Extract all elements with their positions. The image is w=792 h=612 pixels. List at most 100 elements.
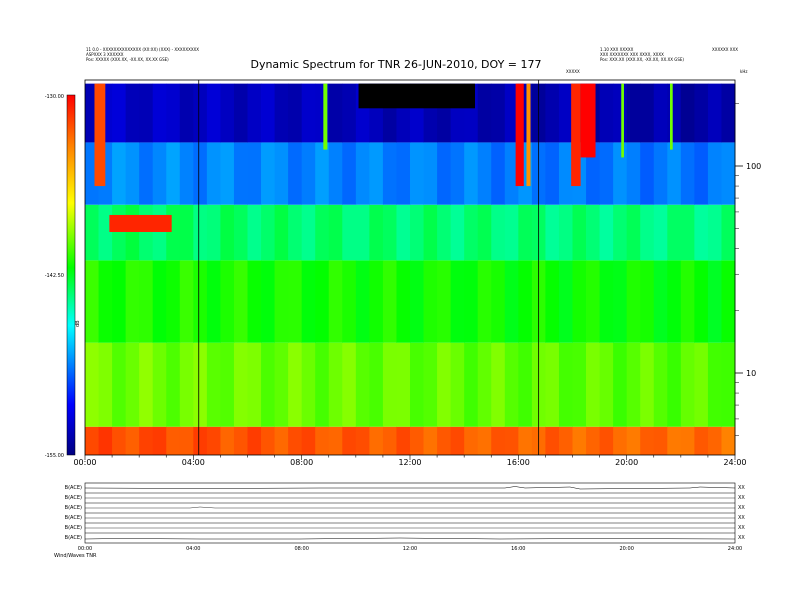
spectrogram-cell bbox=[599, 142, 614, 205]
header-right: 1.10 XXX XXXXX XXX XXXXXXX XXX XXXX, XXX… bbox=[600, 47, 684, 62]
spectrogram-cell bbox=[707, 204, 722, 261]
spectrogram-cell bbox=[545, 260, 560, 343]
spectrogram-cell bbox=[721, 342, 736, 427]
spectrogram-cell bbox=[342, 342, 357, 427]
spectrogram-cell bbox=[437, 260, 452, 343]
spectrogram-cell bbox=[301, 342, 316, 427]
spectrogram-cell bbox=[464, 342, 479, 427]
bottom-right-label: XX bbox=[738, 535, 745, 541]
spectrogram-cell bbox=[125, 260, 140, 343]
spectrogram-cell bbox=[112, 204, 127, 261]
bottom-trace bbox=[85, 506, 735, 509]
bottom-time-label: 24:00 bbox=[728, 546, 742, 552]
spectrogram-cell bbox=[98, 342, 113, 427]
spectrogram-cell bbox=[477, 142, 492, 205]
spectrogram-cell bbox=[504, 426, 519, 455]
spectrogram-cell bbox=[599, 342, 614, 427]
spectrogram-burst bbox=[109, 214, 172, 232]
spectrogram-cell bbox=[125, 142, 140, 205]
spectrogram-cell bbox=[558, 426, 573, 455]
spectrogram-cell bbox=[139, 342, 154, 427]
spectrogram-cell bbox=[193, 342, 208, 427]
spectrogram-dark-region bbox=[358, 83, 475, 109]
header-left-line: ASPXXX 3 XXXXXX bbox=[86, 52, 124, 57]
spectrogram-cell bbox=[152, 142, 167, 205]
spectrogram-cell bbox=[396, 426, 411, 455]
spectrogram-cell bbox=[233, 204, 248, 261]
spectrogram-cell bbox=[640, 426, 655, 455]
spectrogram-cell bbox=[464, 142, 479, 205]
spectrogram-cell bbox=[301, 260, 316, 343]
bottom-time-label: 16:00 bbox=[511, 546, 525, 552]
spectrogram-cell bbox=[179, 426, 194, 455]
spectrogram-cell bbox=[220, 426, 235, 455]
spectrogram-cell bbox=[504, 83, 519, 143]
spectrogram-cell bbox=[179, 83, 194, 143]
spectrogram-cell bbox=[694, 204, 709, 261]
spectrogram-cell bbox=[247, 426, 262, 455]
spectrogram-cell bbox=[166, 83, 181, 143]
chart-title: Dynamic Spectrum for TNR 26-JUN-2010, DO… bbox=[250, 58, 542, 71]
spectrogram-cell bbox=[707, 342, 722, 427]
spectrogram-cell bbox=[477, 426, 492, 455]
colorbar-min-label: -155.00 bbox=[45, 453, 64, 459]
spectrogram-cell bbox=[626, 83, 641, 143]
spectrogram-cell bbox=[152, 342, 167, 427]
spectrogram-cell bbox=[301, 426, 316, 455]
spectrogram-cell bbox=[667, 260, 682, 343]
spectrogram-cell bbox=[653, 426, 668, 455]
spectrogram-cell bbox=[707, 83, 722, 143]
spectrogram-cell bbox=[247, 142, 262, 205]
spectrogram-cell bbox=[206, 342, 221, 427]
spectrogram-burst bbox=[670, 83, 673, 150]
spectrogram-cell bbox=[233, 260, 248, 343]
spectrogram-cell bbox=[220, 260, 235, 343]
spectrogram-cell bbox=[640, 83, 655, 143]
spectrogram-cell bbox=[396, 260, 411, 343]
spectrogram-cell bbox=[166, 426, 181, 455]
spectrogram-cell bbox=[545, 204, 560, 261]
spectrogram-cell bbox=[626, 426, 641, 455]
bottom-label: B(ACE) bbox=[65, 535, 82, 541]
header-right-line: Pos: XXX.XX (XXX.XX, -XX.XX, XX.XX GSE) bbox=[600, 57, 684, 62]
spectrogram-burst bbox=[94, 83, 106, 187]
spectrogram-cell bbox=[206, 142, 221, 205]
spectrogram-cell bbox=[586, 142, 600, 205]
spectrogram-cell bbox=[301, 142, 316, 205]
spectrogram-cell bbox=[315, 204, 330, 261]
spectrogram-cell bbox=[410, 342, 424, 427]
spectrogram-cell bbox=[667, 426, 682, 455]
bottom-time-label: 12:00 bbox=[403, 546, 417, 552]
vertical-markers bbox=[198, 80, 540, 455]
spectrogram-cell bbox=[423, 426, 438, 455]
bottom-time-label: 04:00 bbox=[186, 546, 200, 552]
spectrogram-cell bbox=[599, 426, 614, 455]
header-right-line: XXX XXXXXXX XXX XXXX, XXXX bbox=[600, 52, 664, 57]
spectrogram-cell bbox=[355, 342, 370, 427]
bottom-label: B(ACE) bbox=[65, 495, 82, 501]
spectrogram-cell bbox=[125, 426, 140, 455]
spectrogram-cell bbox=[599, 260, 614, 343]
spectrogram-cell bbox=[288, 83, 303, 143]
spectrogram-cell bbox=[504, 142, 519, 205]
spectrogram-cell bbox=[640, 204, 655, 261]
spectrogram-cell bbox=[139, 204, 154, 261]
spectrogram-cell bbox=[518, 204, 533, 261]
spectrogram-cell bbox=[355, 426, 370, 455]
bottom-right-label: XX bbox=[738, 485, 745, 491]
bottom-right-label: XX bbox=[738, 525, 745, 531]
spectrogram-cell bbox=[504, 204, 519, 261]
spectrogram-cell bbox=[491, 342, 506, 427]
spectrogram-cell bbox=[396, 142, 411, 205]
spectrogram-cell bbox=[274, 426, 289, 455]
spectrogram-cell bbox=[166, 142, 181, 205]
spectrogram-cell bbox=[626, 204, 641, 261]
spectrogram-cell bbox=[288, 426, 303, 455]
spectrogram-cell bbox=[437, 142, 452, 205]
spectrogram-cell bbox=[613, 142, 628, 205]
spectrogram-cell bbox=[653, 260, 668, 343]
spectrogram-cell bbox=[206, 204, 221, 261]
spectrogram-cell bbox=[640, 342, 655, 427]
spectrogram-cell bbox=[721, 142, 736, 205]
